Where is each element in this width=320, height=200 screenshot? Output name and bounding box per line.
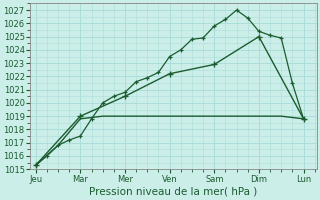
X-axis label: Pression niveau de la mer( hPa ): Pression niveau de la mer( hPa ) <box>89 187 258 197</box>
